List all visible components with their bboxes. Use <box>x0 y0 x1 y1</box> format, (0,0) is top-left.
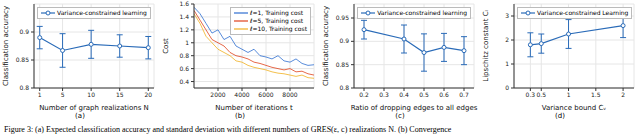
svg-text:Classification accuracy: Classification accuracy <box>322 6 330 86</box>
svg-text:1: 1 <box>38 91 42 98</box>
html-text:Variance-constrained learning: Variance-constrained learning <box>377 9 467 16</box>
svg-text:1: 1 <box>567 91 571 98</box>
svg-text:Variance bound Cᵥ: Variance bound Cᵥ <box>542 104 607 112</box>
svg-text:0.4: 0.4 <box>399 91 409 98</box>
svg-text:6000: 6000 <box>258 91 273 98</box>
svg-text:0.6: 0.6 <box>439 91 449 98</box>
svg-text:0: 0 <box>505 84 509 91</box>
svg-text:1.4: 1.4 <box>179 13 189 20</box>
svg-text:4000: 4000 <box>234 91 249 98</box>
svg-text:1: 1 <box>185 39 189 46</box>
svg-text:1.5: 1.5 <box>591 91 601 98</box>
html-text:(b): (b) <box>235 112 245 120</box>
html-text:(c): (c) <box>395 112 405 120</box>
svg-text:5: 5 <box>61 91 65 98</box>
svg-text:Cost: Cost <box>162 38 170 54</box>
svg-text:0.2: 0.2 <box>359 91 369 98</box>
svg-text:1: 1 <box>505 60 509 67</box>
svg-text:20: 20 <box>144 91 152 98</box>
svg-text:Lipschitz constant Cₗ: Lipschitz constant Cₗ <box>482 10 490 82</box>
html-text:(a): (a) <box>75 112 85 120</box>
svg-text:0.8: 0.8 <box>339 84 349 91</box>
html-text:ℓ=5, Training cost: ℓ=5, Training cost <box>250 17 304 24</box>
svg-text:0.7: 0.7 <box>459 91 469 98</box>
html-text:ℓ=10, Training cost: ℓ=10, Training cost <box>250 25 307 32</box>
svg-text:Ratio of dropping edges to all: Ratio of dropping edges to all edges <box>351 104 478 112</box>
html-text:Figure 3: (a) Expected classif: Figure 3: (a) Expected classification ac… <box>4 125 452 134</box>
svg-text:0.95: 0.95 <box>336 14 350 21</box>
svg-text:15: 15 <box>116 91 124 98</box>
svg-text:0.8: 0.8 <box>179 52 189 59</box>
svg-text:Number of iterations t: Number of iterations t <box>215 104 293 112</box>
svg-text:1.6: 1.6 <box>179 0 189 7</box>
svg-text:Classification accuracy: Classification accuracy <box>8 6 10 86</box>
svg-text:0.9: 0.9 <box>339 37 349 44</box>
svg-text:0.85: 0.85 <box>16 56 30 63</box>
svg-text:0.4: 0.4 <box>179 78 189 85</box>
svg-text:8000: 8000 <box>282 91 297 98</box>
svg-text:0.5: 0.5 <box>536 91 546 98</box>
html-text:(d): (d) <box>555 112 565 120</box>
svg-text:Number of graph realizations N: Number of graph realizations N <box>39 104 149 112</box>
svg-text:2000: 2000 <box>210 91 225 98</box>
svg-text:1.2: 1.2 <box>179 26 189 33</box>
svg-text:2: 2 <box>505 36 509 43</box>
svg-text:3: 3 <box>505 12 509 19</box>
svg-text:0.3: 0.3 <box>526 91 536 98</box>
html-text:Variance-constrained learning: Variance-constrained learning <box>57 9 147 16</box>
svg-text:10: 10 <box>87 91 95 98</box>
svg-text:0.8: 0.8 <box>19 84 29 91</box>
svg-text:0.6: 0.6 <box>179 65 189 72</box>
svg-text:0.9: 0.9 <box>19 28 29 35</box>
svg-text:0.3: 0.3 <box>379 91 389 98</box>
html-text:ℓ=1, Training cost: ℓ=1, Training cost <box>250 9 304 16</box>
svg-text:0.85: 0.85 <box>336 61 350 68</box>
svg-text:0.5: 0.5 <box>419 91 429 98</box>
svg-text:2: 2 <box>621 91 625 98</box>
html-text:Variance-constrained Learning: Variance-constrained Learning <box>537 9 629 16</box>
